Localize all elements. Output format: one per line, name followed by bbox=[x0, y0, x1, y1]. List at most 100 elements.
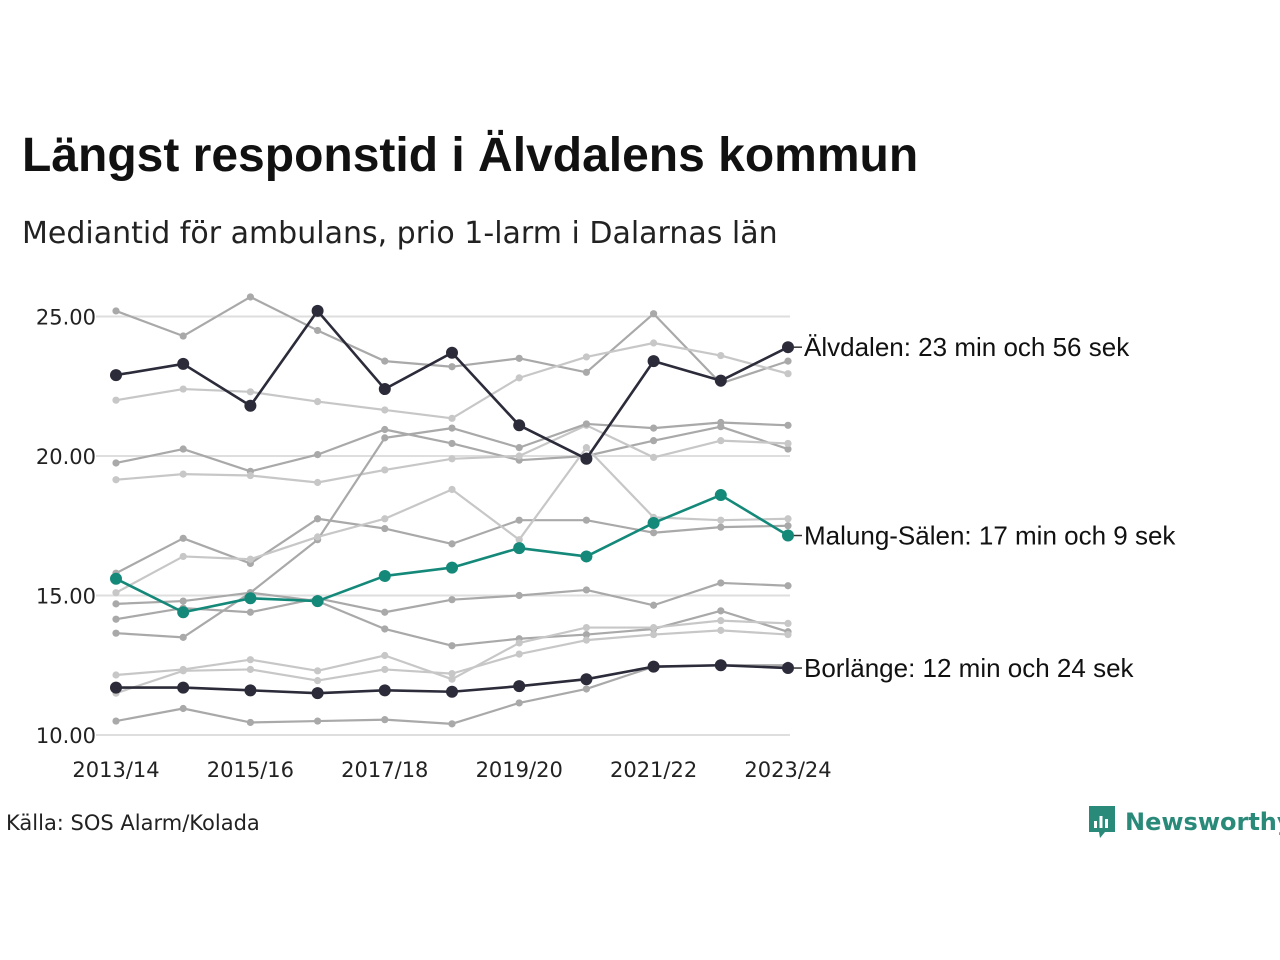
series-borlänge-point bbox=[580, 673, 593, 686]
background-series-point bbox=[717, 516, 725, 524]
background-series-point bbox=[448, 642, 456, 650]
series-älvdalen-point bbox=[714, 374, 727, 387]
series-älvdalen-point bbox=[311, 304, 324, 317]
background-series-point bbox=[381, 406, 389, 414]
background-series-point bbox=[381, 466, 389, 474]
background-series-point bbox=[381, 651, 389, 660]
brand-name: Newsworthy bbox=[1125, 808, 1280, 836]
background-series-point bbox=[314, 451, 322, 459]
background-series-point bbox=[784, 582, 792, 590]
background-series-point bbox=[515, 536, 523, 544]
y-tick-label: 25.00 bbox=[36, 306, 96, 330]
series-malung-sälen-point bbox=[378, 569, 391, 582]
background-series-point bbox=[448, 670, 456, 678]
background-series-point bbox=[448, 363, 456, 371]
series-älvdalen-point bbox=[177, 357, 190, 370]
background-series-point bbox=[314, 478, 322, 487]
background-series-point bbox=[784, 515, 792, 523]
series-älvdalen-point bbox=[580, 452, 593, 465]
background-series-point bbox=[246, 608, 254, 616]
background-series-point bbox=[314, 717, 322, 725]
series-malung-sälen-point bbox=[311, 595, 324, 608]
background-series-point bbox=[717, 523, 725, 531]
background-series bbox=[112, 293, 792, 388]
background-series-point bbox=[784, 439, 792, 448]
background-series-point bbox=[381, 608, 389, 616]
background-series-point bbox=[582, 586, 591, 594]
background-series-point bbox=[179, 470, 187, 478]
background-series-point bbox=[246, 555, 254, 563]
background-series-point bbox=[515, 374, 523, 382]
x-tick-label: 2021/22 bbox=[610, 758, 697, 782]
background-series-point bbox=[515, 699, 523, 707]
background-series-point bbox=[112, 307, 120, 315]
series-älvdalen-point bbox=[378, 383, 391, 396]
x-tick-label: 2023/24 bbox=[744, 758, 831, 782]
background-series-point bbox=[179, 445, 187, 453]
background-series-point bbox=[784, 445, 792, 453]
background-series-point bbox=[246, 718, 254, 727]
series-borlänge-point bbox=[177, 681, 190, 694]
background-series bbox=[112, 626, 792, 697]
background-series-point bbox=[381, 434, 389, 442]
chart-subtitle: Mediantid för ambulans, prio 1-larm i Da… bbox=[22, 216, 778, 251]
series-borlänge-point bbox=[782, 662, 794, 675]
background-series-point bbox=[246, 293, 254, 301]
background-series-point bbox=[582, 420, 591, 428]
series-borlänge bbox=[110, 659, 794, 700]
series-borlänge-point bbox=[714, 659, 727, 672]
background-series-point bbox=[112, 717, 120, 725]
background-series-point bbox=[112, 629, 120, 637]
brand-logo[interactable]: Newsworthy bbox=[1087, 804, 1280, 840]
background-series-point bbox=[582, 368, 591, 376]
background-series-point bbox=[246, 388, 254, 396]
background-series-point bbox=[582, 685, 591, 693]
background-series-point bbox=[381, 625, 389, 633]
axis-labels: 10.00 15.00 20.00 25.00 2013/14 2015/16 2017/1… bbox=[36, 306, 832, 783]
background-series-point bbox=[784, 421, 792, 429]
background-series-point bbox=[784, 522, 792, 530]
background-series-point bbox=[314, 667, 322, 675]
background-series-point bbox=[381, 665, 389, 674]
background-series-point bbox=[650, 630, 658, 639]
background-series-point bbox=[179, 667, 187, 675]
background-series-point bbox=[717, 351, 725, 360]
series-borlänge-point bbox=[513, 680, 526, 693]
series-älvdalen bbox=[110, 304, 794, 465]
x-tick-label: 2015/16 bbox=[207, 758, 294, 782]
background-series-point bbox=[112, 589, 120, 597]
background-series-point bbox=[448, 485, 456, 494]
background-series-point bbox=[582, 353, 591, 361]
background-series-point bbox=[112, 396, 120, 404]
background-series-point bbox=[784, 630, 792, 639]
background-series-point bbox=[246, 665, 254, 674]
series-borlänge-point bbox=[647, 660, 660, 673]
series-malung-sälen-point bbox=[513, 542, 526, 555]
background-series-point bbox=[381, 524, 389, 533]
series-älvdalen-point bbox=[244, 399, 257, 412]
series-älvdalen-point bbox=[513, 419, 526, 432]
x-tick-label: 2019/20 bbox=[476, 758, 563, 782]
background-series bbox=[112, 421, 792, 487]
background-series-point bbox=[381, 425, 389, 434]
background-series-point bbox=[448, 596, 456, 604]
x-tick-label: 2017/18 bbox=[341, 758, 428, 782]
chart-title: Längst responstid i Älvdalens kommun bbox=[22, 129, 919, 182]
background-series-point bbox=[314, 676, 322, 685]
background-series-point bbox=[582, 636, 591, 644]
background-series-point bbox=[246, 471, 254, 480]
background-series-point bbox=[515, 354, 523, 362]
background-series-point bbox=[314, 326, 322, 335]
background-series-point bbox=[650, 310, 658, 318]
background-series bbox=[112, 444, 792, 597]
background-series-point bbox=[381, 716, 389, 724]
background-series-point bbox=[112, 476, 120, 484]
series-malung-sälen-point bbox=[446, 561, 458, 574]
background-series-point bbox=[448, 540, 456, 548]
background-series-point bbox=[717, 579, 725, 587]
background-series bbox=[112, 293, 792, 728]
background-series-point bbox=[314, 533, 322, 541]
background-series-point bbox=[717, 437, 725, 445]
series-malung-sälen-point bbox=[782, 529, 794, 542]
